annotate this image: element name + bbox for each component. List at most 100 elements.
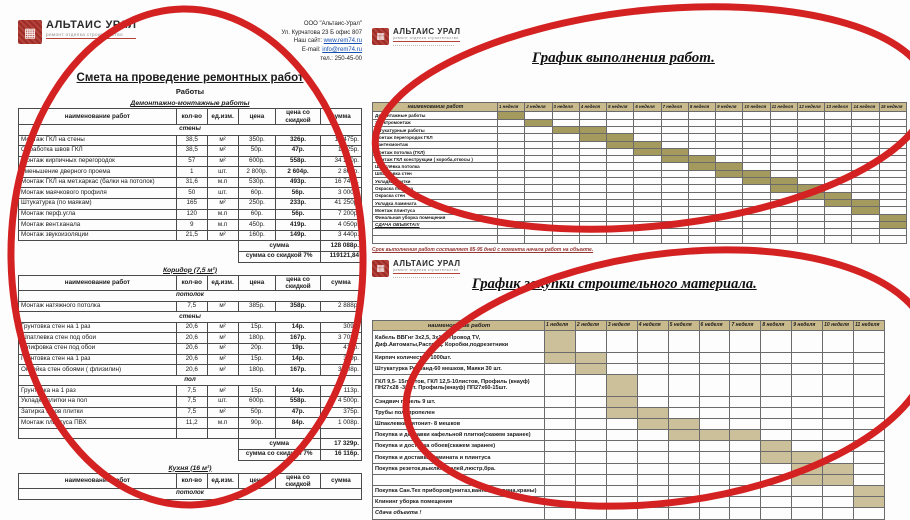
- gantt-empty-cell: [524, 169, 553, 179]
- gantt-empty-cell: [544, 496, 576, 509]
- gantt-empty-cell: [742, 228, 771, 237]
- gantt-empty-cell: [687, 184, 717, 193]
- gantt-empty-cell: [822, 362, 855, 376]
- gantt-row: Клининг уборка помещения: [372, 496, 885, 509]
- gantt-empty-cell: [667, 330, 700, 353]
- column-header: ед.изм.: [206, 274, 239, 292]
- cell: 113р.: [319, 385, 363, 398]
- gantt-empty-cell: [667, 496, 700, 509]
- table-row: Шлифовка стен под обои 20,6 м² 20р. 19р. 412р…: [18, 343, 363, 355]
- gantt-empty-cell: [667, 473, 700, 487]
- gantt-empty-cell: [760, 496, 793, 509]
- gantt-empty-cell: [791, 395, 824, 408]
- gantt-empty-cell: [496, 228, 526, 237]
- gantt-bar-cell: [636, 417, 669, 431]
- cell: 600р.: [237, 396, 277, 408]
- site-link[interactable]: www.rem74.ru: [323, 38, 362, 45]
- gantt-empty-cell: [769, 220, 798, 230]
- gantt-row: [372, 228, 908, 237]
- gantt-task-label: Монтаж перегородок ГКЛ: [372, 133, 498, 142]
- gantt-bar-cell: [769, 177, 798, 186]
- gantt-empty-cell: [578, 220, 608, 230]
- gantt-bar-cell: [660, 155, 689, 164]
- gantt-empty-cell: [633, 162, 662, 171]
- gantt-empty-cell: [551, 235, 580, 244]
- gantt-empty-cell: [822, 417, 855, 431]
- gantt-bar-cell: [853, 496, 885, 509]
- gantt-empty-cell: [524, 213, 553, 222]
- cell: Монтаж перф.угла: [18, 208, 177, 221]
- table-row: Оклейка стен обоями ( флизилин) 20,6 м² 180…: [18, 364, 363, 376]
- column-header: цена: [237, 108, 277, 125]
- week-header: 2 неделя: [574, 320, 607, 332]
- gantt-empty-cell: [760, 473, 793, 487]
- gantt-empty-cell: [578, 140, 608, 149]
- cell: шт.: [206, 396, 239, 408]
- gantt-empty-cell: [606, 228, 635, 237]
- total-label: сумма со скидкой 7%: [237, 251, 321, 263]
- cell: 20,6: [175, 321, 208, 334]
- gantt-empty-cell: [824, 213, 853, 222]
- estimate-table: наименование работ кол-во ед.изм. цена цена …: [18, 472, 363, 500]
- gantt-empty-cell: [878, 140, 908, 149]
- cell: 20,6: [175, 343, 208, 355]
- gantt-empty-cell: [791, 406, 824, 419]
- gantt-bar-cell: [824, 191, 853, 200]
- gantt-empty-cell: [636, 374, 669, 397]
- gantt-empty-cell: [796, 133, 826, 142]
- gantt-task-label: Покупка и доставка обоев(скажем заранее): [372, 440, 545, 453]
- gantt-empty-cell: [791, 351, 824, 364]
- gantt-row: Монтаж ГКЛ конструкции ( короба,откосы ): [372, 155, 908, 164]
- gantt-empty-cell: [687, 169, 717, 179]
- gantt-empty-cell: [791, 440, 824, 453]
- gantt-empty-cell: [496, 235, 526, 244]
- gantt-empty-cell: [524, 147, 553, 157]
- gantt-bar-cell: [822, 462, 855, 475]
- gantt-empty-cell: [760, 362, 793, 376]
- gantt-empty-cell: [698, 417, 731, 431]
- gantt-empty-cell: [496, 155, 526, 164]
- gantt-row: Сантехмонтаж: [372, 140, 908, 149]
- gantt-empty-cell: [606, 111, 635, 120]
- gantt-empty-cell: [715, 191, 744, 200]
- column-header: наименование работ: [18, 274, 177, 292]
- gantt-empty-cell: [851, 177, 880, 186]
- purchase-schedule-document: ▦ АЛЬТАИС УРАЛ ремонт отделка строительс…: [372, 259, 885, 520]
- group-label: потолок: [18, 290, 362, 302]
- cell: 50: [175, 187, 208, 200]
- cell: м²: [206, 353, 239, 366]
- column-header: наименование работ: [18, 108, 177, 125]
- gantt-empty-cell: [544, 429, 576, 442]
- gantt-empty-cell: [687, 213, 717, 222]
- contact-block: ООО "Альтаис-Урал" Ул. Курчатова 23 Б оф…: [281, 20, 362, 63]
- gantt-bar-cell: [605, 374, 638, 397]
- gantt-task-label: Клининг уборка помещения: [372, 496, 545, 509]
- cell: 3 708р.: [319, 332, 363, 345]
- group-row: потолок: [18, 290, 362, 302]
- gantt-empty-cell: [824, 184, 853, 193]
- cell: 84р.: [275, 417, 321, 429]
- gantt-empty-cell: [878, 125, 908, 135]
- gantt-empty-cell: [687, 147, 717, 157]
- gantt-empty-cell: [824, 228, 853, 237]
- gantt-row: Штукатурные работы: [372, 125, 908, 135]
- gantt-bar-cell: [853, 485, 885, 498]
- cell: 309р.: [319, 353, 363, 366]
- gantt-empty-cell: [606, 162, 635, 171]
- gantt-empty-cell: [796, 198, 826, 208]
- gantt-empty-cell: [578, 228, 608, 237]
- gantt-empty-cell: [851, 125, 880, 135]
- gantt-empty-cell: [551, 162, 580, 171]
- email-link[interactable]: info@rem74.ru: [322, 47, 362, 54]
- gantt-empty-cell: [687, 111, 717, 120]
- work-schedule-document: ▦ АЛЬТАИС УРАЛ ремонт отделка строительс…: [372, 27, 908, 253]
- cell: Обработка швов ГКЛ: [18, 145, 177, 157]
- gantt-task-label: Укладка плитки: [372, 177, 498, 186]
- gantt-empty-cell: [606, 198, 635, 208]
- gantt-empty-cell: [824, 147, 853, 157]
- gantt-empty-cell: [578, 191, 608, 200]
- gantt-empty-cell: [791, 496, 824, 509]
- gantt-empty-cell: [524, 235, 553, 244]
- gantt-empty-cell: [851, 220, 880, 230]
- gantt-task-label: Покупка и доставка Ламината и плинтуса: [372, 451, 545, 464]
